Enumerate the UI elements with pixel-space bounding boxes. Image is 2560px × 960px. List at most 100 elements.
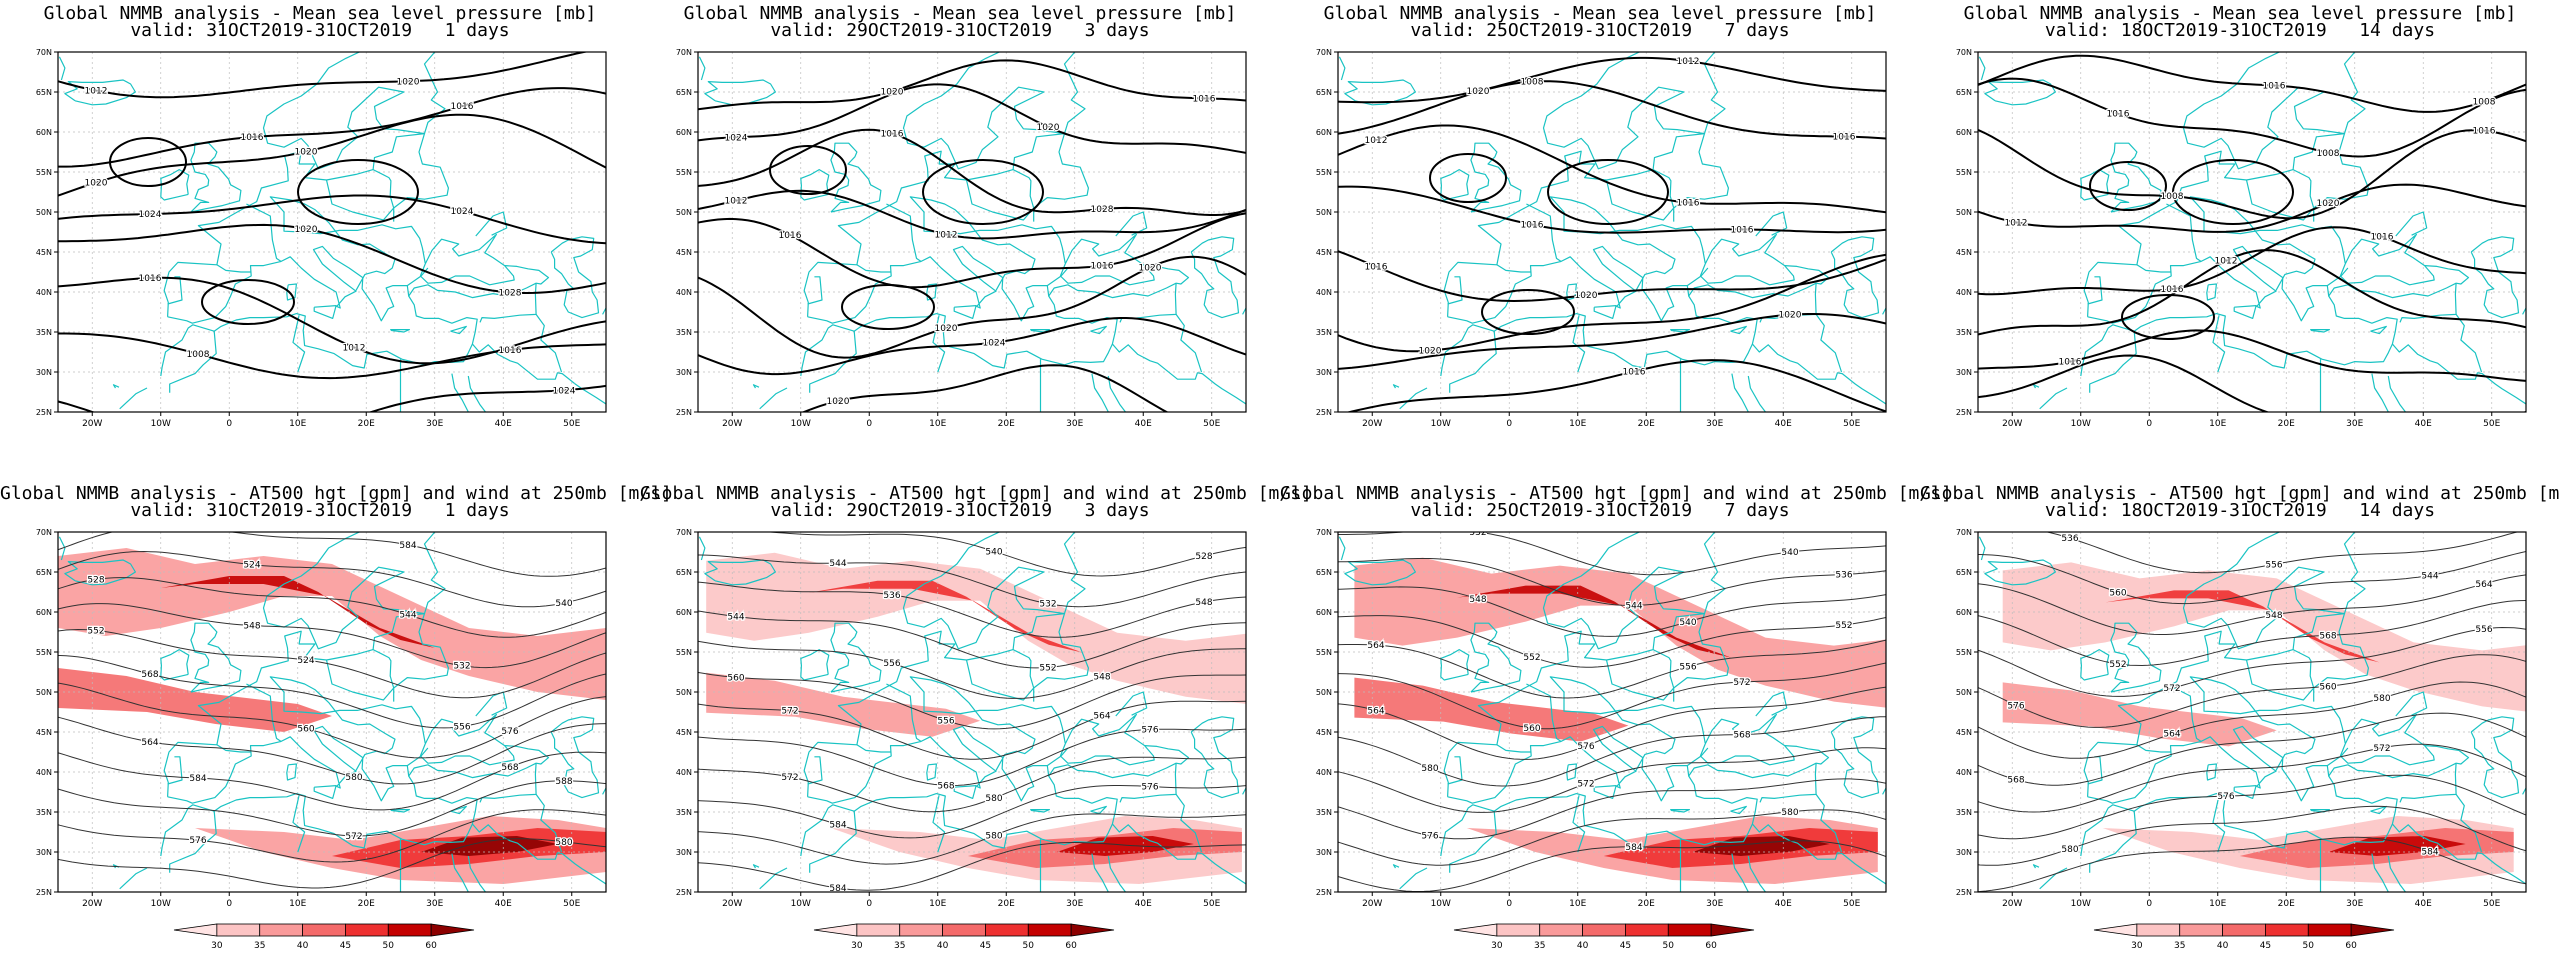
lon-tick-label: 10E bbox=[1569, 419, 1586, 429]
contour-label: 1024 bbox=[725, 133, 748, 143]
coastline bbox=[1048, 745, 1190, 779]
height-contour bbox=[1978, 712, 2526, 786]
contour-label: 580 bbox=[1421, 764, 1438, 774]
lat-tick-label: 25N bbox=[1956, 888, 1972, 897]
contour-label: 1016 bbox=[1365, 263, 1388, 273]
coastline bbox=[1688, 265, 1830, 299]
isobar-closed bbox=[201, 279, 295, 325]
coastline bbox=[1338, 536, 1346, 561]
lon-tick-label: 30E bbox=[1066, 419, 1083, 429]
panel-subtitle: valid: 18OCT2019-31OCT2019 14 days bbox=[2044, 20, 2436, 41]
coastline bbox=[856, 264, 892, 273]
lon-tick-label: 50E bbox=[2483, 899, 2500, 909]
map-plot-area: 540 544 548 552 556 560 564 568 572 576 580 584 532 5… bbox=[1338, 532, 1886, 892]
contour-label: 536 bbox=[2061, 534, 2078, 544]
contours: 540 544 548 552 556 560 564 568 572 576 580 584 532 5… bbox=[1338, 532, 1886, 892]
lat-tick-label: 30N bbox=[1316, 848, 1332, 857]
coastline bbox=[2080, 168, 2110, 201]
lat-tick-label: 65N bbox=[36, 88, 52, 97]
lat-tick-label: 55N bbox=[1956, 648, 1972, 657]
contour-label: 584 bbox=[829, 884, 846, 894]
coastline bbox=[800, 168, 830, 201]
colorbar-tick-label: 60 bbox=[2345, 941, 2357, 951]
colorbar-tick-label: 50 bbox=[1023, 941, 1035, 951]
panel-title: Global NMMB analysis - AT500 hgt [gpm] a… bbox=[1280, 483, 1952, 504]
panel-mslp-3day: Global NMMB analysis - Mean sea level pr… bbox=[640, 0, 1280, 480]
coastline bbox=[1470, 142, 1522, 213]
panel-subtitle: valid: 31OCT2019-31OCT2019 1 days bbox=[130, 20, 510, 41]
isobar-closed bbox=[922, 159, 1044, 225]
coastline bbox=[423, 532, 446, 614]
isobar bbox=[698, 83, 1246, 154]
height-contour bbox=[698, 813, 1246, 865]
isobar-closed bbox=[2089, 161, 2167, 211]
lon-tick-label: 50E bbox=[1203, 899, 1220, 909]
contour-label: 1016 bbox=[1833, 133, 1856, 143]
lat-tick-label: 50N bbox=[36, 688, 52, 697]
coastline bbox=[451, 853, 469, 892]
contour-label: 548 bbox=[243, 621, 260, 631]
lat-tick-label: 30N bbox=[1956, 848, 1972, 857]
contour-label: 1016 bbox=[2107, 110, 2130, 120]
coastline bbox=[1059, 713, 1155, 766]
lon-tick-label: 40E bbox=[1135, 899, 1152, 909]
lat-tick-label: 70N bbox=[1316, 528, 1332, 537]
coastline bbox=[2080, 725, 2398, 857]
lon-tick-label: 10E bbox=[2209, 899, 2226, 909]
height-contour bbox=[1978, 836, 2526, 892]
height-contour bbox=[58, 603, 606, 669]
coastline bbox=[1175, 794, 1203, 853]
isobar-closed bbox=[2172, 159, 2294, 225]
coastline bbox=[1091, 373, 1109, 412]
contour-label: 572 bbox=[1577, 779, 1594, 789]
coastline bbox=[2166, 683, 2202, 743]
coastline bbox=[2470, 716, 2520, 799]
colorbar-tick-label: 30 bbox=[851, 941, 863, 951]
coastline bbox=[1107, 375, 1127, 412]
height-contour bbox=[1338, 615, 1886, 668]
colorbar-tick-label: 60 bbox=[1705, 941, 1717, 951]
contour-label: 1012 bbox=[935, 230, 958, 240]
height-contour bbox=[1978, 774, 2526, 840]
panel-z500-14day: Global NMMB analysis - AT500 hgt [gpm] a… bbox=[1920, 480, 2560, 960]
coastline bbox=[800, 245, 1118, 377]
coastline bbox=[1673, 133, 1729, 222]
graticule bbox=[1978, 532, 2526, 892]
height-contour bbox=[1978, 626, 2526, 697]
wind-shading-region bbox=[1354, 677, 1629, 742]
lat-tick-label: 50N bbox=[1956, 688, 1972, 697]
coastline bbox=[1119, 763, 1177, 803]
lon-tick-label: 20E bbox=[1638, 419, 1655, 429]
colorbar-tick-label: 45 bbox=[340, 941, 351, 951]
height-contour bbox=[58, 682, 606, 759]
coastline bbox=[1392, 384, 1400, 389]
coastline bbox=[216, 744, 252, 753]
contour-label: 572 bbox=[2163, 684, 2180, 694]
colorbar-segment bbox=[2307, 923, 2352, 937]
lon-tick-label: 20E bbox=[2278, 899, 2295, 909]
colorbar-segment bbox=[942, 923, 986, 937]
lat-tick-label: 40N bbox=[1956, 768, 1972, 777]
lat-tick-label: 30N bbox=[36, 848, 52, 857]
coastline bbox=[1670, 809, 1690, 813]
coastline bbox=[1686, 267, 1709, 287]
lat-tick-label: 40N bbox=[36, 768, 52, 777]
mslp-map: 1020 1024 1028 1012 1016 1020 1024 1020 1016 1020… bbox=[670, 48, 1250, 434]
lon-tick-label: 40E bbox=[495, 419, 512, 429]
lon-tick-label: 50E bbox=[563, 899, 580, 909]
coastline bbox=[190, 622, 242, 693]
coastline bbox=[2245, 649, 2315, 701]
colorbar-segment bbox=[1070, 923, 1115, 937]
coastline bbox=[2391, 823, 2526, 885]
height-contour bbox=[698, 671, 1246, 730]
map-background bbox=[1310, 48, 1890, 434]
contour-label: 1016 bbox=[2161, 285, 2184, 295]
height-contour bbox=[1338, 716, 1886, 787]
contour-label: 560 bbox=[297, 724, 314, 734]
contour-label: 584 bbox=[829, 821, 846, 831]
panel-subtitle: valid: 29OCT2019-31OCT2019 3 days bbox=[770, 20, 1150, 41]
coastline bbox=[1730, 805, 1747, 815]
coastline bbox=[800, 648, 830, 681]
lat-tick-label: 55N bbox=[1316, 168, 1332, 177]
lon-tick-label: 20W bbox=[1362, 419, 1382, 429]
